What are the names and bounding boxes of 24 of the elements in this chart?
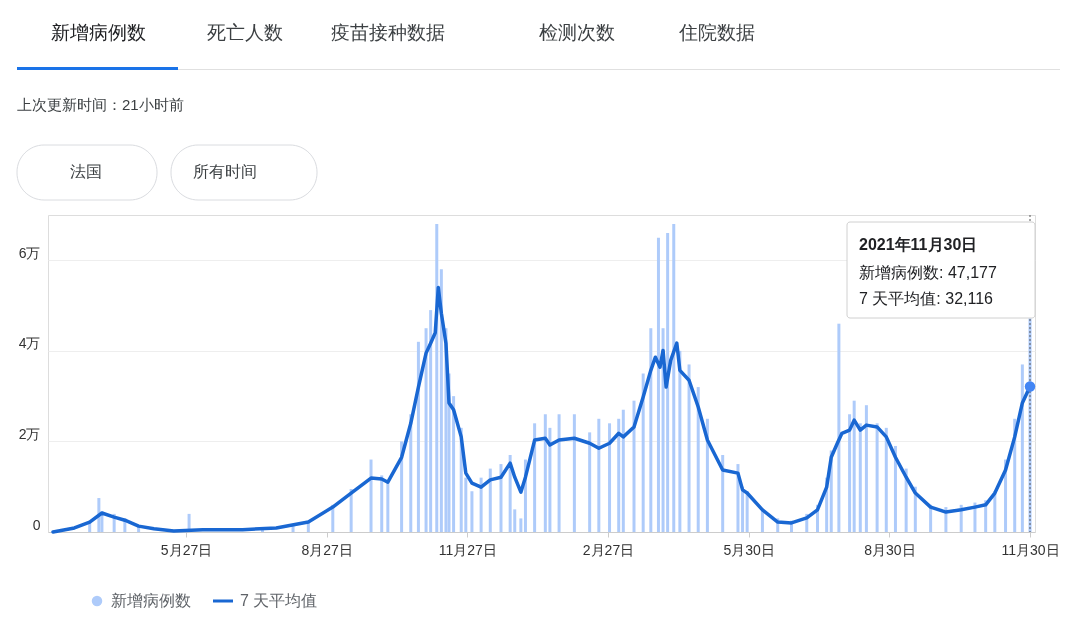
text: 死亡人数 bbox=[207, 22, 283, 43]
y-tick-label: 2万 bbox=[18, 425, 41, 442]
text: 检测次数 bbox=[539, 22, 615, 43]
annotation: 新增病例数: 47,177 bbox=[859, 264, 997, 281]
legend-label: 新增病例数 bbox=[111, 592, 191, 609]
x-tick-label: 2月27日 bbox=[582, 541, 635, 558]
text: 疫苗接种数据 bbox=[331, 22, 445, 43]
y-tick-label: 6万 bbox=[18, 244, 41, 261]
x-tick-label: 11月27日 bbox=[438, 541, 497, 558]
annotation: 7 天平均值: 32,116 bbox=[859, 290, 994, 307]
chart-title: 新增病例数 bbox=[50, 22, 146, 43]
y-tick-label: 4万 bbox=[18, 335, 41, 352]
y-tick-label: 0 bbox=[32, 516, 41, 533]
annotation: 2021年11月30日 bbox=[859, 236, 978, 253]
text: 法国 bbox=[70, 163, 102, 180]
x-tick-label: 8月27日 bbox=[301, 541, 353, 558]
x-tick-label: 8月30日 bbox=[864, 541, 916, 558]
x-tick-label: 5月30日 bbox=[723, 541, 775, 558]
x-tick-label: 5月27日 bbox=[160, 541, 213, 558]
legend-label: 7 天平均值 bbox=[240, 592, 318, 609]
text: 所有时间 bbox=[193, 163, 257, 180]
x-tick-label: 11月30日 bbox=[1001, 541, 1060, 558]
text: 上次更新时间：21小时前 bbox=[17, 96, 184, 113]
text: 住院数据 bbox=[678, 22, 755, 43]
